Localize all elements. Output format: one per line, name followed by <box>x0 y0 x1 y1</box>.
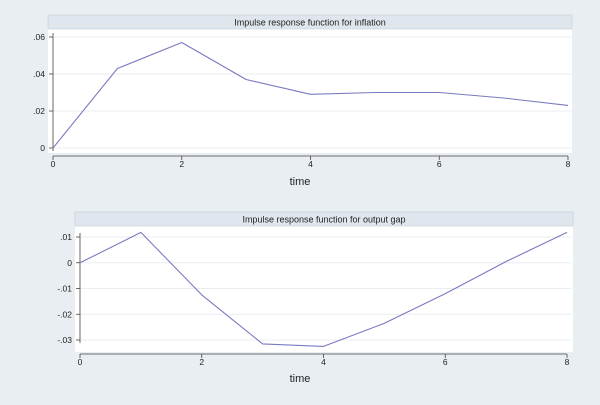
x-axis-label: time <box>290 373 311 385</box>
plot-region <box>75 212 573 352</box>
y-axis: -.03 -.02 -.01 0 .01 <box>57 232 81 345</box>
series-inflation <box>52 41 569 149</box>
x-tick-label: 4 <box>321 357 326 367</box>
series-line <box>79 231 568 347</box>
series-output-gap <box>79 231 568 347</box>
y-tick-label: -.03 <box>57 335 72 345</box>
grid-lines <box>53 36 572 149</box>
y-tick-label: -.02 <box>57 309 72 319</box>
x-tick-label: 6 <box>437 159 442 169</box>
output-gap-panel: Impulse response function for output gap… <box>57 211 574 385</box>
y-tick-label: 0 <box>67 258 72 268</box>
plot-region <box>48 15 572 153</box>
inflation-panel: Impulse response function for inflation … <box>33 14 573 188</box>
chart-title: Impulse response function for inflation <box>234 18 386 28</box>
x-axis: 0 2 4 6 8 <box>51 155 571 169</box>
title-bar <box>47 14 573 30</box>
x-tick-label: 0 <box>51 159 56 169</box>
y-tick-label: .01 <box>60 232 72 242</box>
grid-lines <box>80 236 571 341</box>
x-axis-label: time <box>290 176 311 188</box>
y-tick-label: -.01 <box>57 284 72 294</box>
title-bar <box>74 211 574 227</box>
x-tick-label: 4 <box>308 159 313 169</box>
x-tick-label: 2 <box>199 357 204 367</box>
x-tick-label: 6 <box>443 357 448 367</box>
y-tick-label: 0 <box>40 143 45 153</box>
y-tick-label: .02 <box>33 106 45 116</box>
chart-title: Impulse response function for output gap <box>242 215 405 225</box>
x-tick-label: 2 <box>179 159 184 169</box>
x-tick-label: 8 <box>565 357 570 367</box>
x-tick-label: 0 <box>78 357 83 367</box>
x-axis: 0 2 4 6 8 <box>78 353 570 367</box>
y-tick-label: .04 <box>33 69 45 79</box>
x-tick-label: 8 <box>566 159 571 169</box>
series-line <box>52 41 569 149</box>
y-tick-label: .06 <box>33 32 45 42</box>
y-axis: 0 .02 .04 .06 <box>33 32 54 153</box>
